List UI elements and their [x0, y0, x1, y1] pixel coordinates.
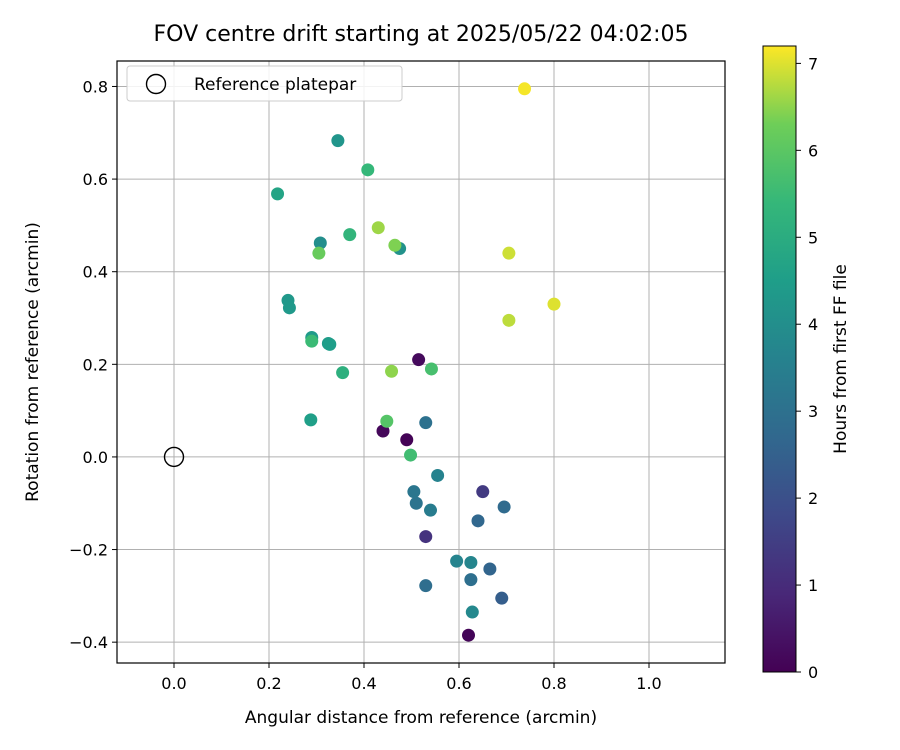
scatter-point [502, 313, 516, 327]
reference-point [163, 446, 185, 468]
scatter-point [518, 82, 532, 96]
scatter-point [361, 163, 375, 177]
scatter-point [385, 364, 399, 378]
scatter-point [419, 579, 433, 593]
scatter-point [431, 468, 445, 482]
scatter-point [465, 605, 479, 619]
colorbar-gradient [762, 45, 797, 673]
x-tick-label: 0.4 [351, 674, 376, 693]
colorbar-ticks: 0 1 2 3 4 5 6 7 [796, 54, 818, 682]
colorbar: 0 1 2 3 4 5 6 7 Hours from first FF file [762, 45, 851, 682]
scatter-point [464, 573, 478, 587]
colorbar-tick-label: 0 [808, 663, 818, 682]
scatter-point [313, 236, 327, 250]
scatter-point [419, 530, 433, 544]
scatter-point [450, 554, 464, 568]
y-tick-label: 0.4 [83, 263, 108, 282]
colorbar-tick-label: 4 [808, 315, 818, 334]
chart-title: FOV centre drift starting at 2025/05/22 … [154, 22, 689, 47]
scatter-point [271, 187, 285, 201]
grid-lines [117, 61, 725, 663]
y-tick-label: 0.2 [83, 355, 108, 374]
x-tick-label: 0.8 [541, 674, 566, 693]
scatter-point [419, 416, 433, 430]
scatter-point [502, 246, 516, 260]
scatter-point [412, 353, 426, 367]
colorbar-label: Hours from first FF file [831, 264, 851, 454]
scatter-point [404, 448, 418, 462]
x-tick-label: 1.0 [636, 674, 661, 693]
colorbar-tick-label: 5 [808, 228, 818, 247]
scatter-point [336, 366, 350, 380]
scatter-point [495, 591, 509, 605]
scatter-point [371, 221, 385, 235]
scatter-point [471, 514, 485, 528]
colorbar-tick-label: 2 [808, 489, 818, 508]
legend-label-reference: Reference platepar [194, 75, 356, 95]
plot-frame [116, 60, 726, 664]
y-tick-label: −0.2 [69, 541, 108, 560]
colorbar-tick-label: 3 [808, 402, 818, 421]
x-tick-label: 0.0 [161, 674, 186, 693]
legend-box [126, 65, 403, 102]
colorbar-tick-label: 6 [808, 141, 818, 160]
scatter-point [476, 485, 490, 499]
scatter-point [323, 337, 337, 351]
y-axis-ticks: −0.4 −0.2 0.0 0.2 0.4 0.6 0.8 [69, 77, 117, 652]
scatter-point [483, 562, 497, 576]
x-tick-label: 0.6 [446, 674, 471, 693]
scatter-point [343, 228, 357, 242]
x-axis-ticks: 0.0 0.2 0.4 0.6 0.8 1.0 [161, 663, 662, 693]
scatter-point [400, 433, 414, 447]
data-points [163, 82, 561, 642]
x-axis-label: Angular distance from reference (arcmin) [245, 708, 597, 728]
scatter-point [305, 334, 319, 348]
scatter-point [304, 413, 318, 427]
legend: Reference platepar [126, 65, 403, 102]
scatter-point [547, 297, 561, 311]
scatter-point [497, 500, 511, 514]
colorbar-tick-label: 1 [808, 576, 818, 595]
scatter-point [282, 301, 296, 315]
scatter-point [388, 238, 402, 252]
scatter-point [380, 414, 394, 428]
y-tick-label: −0.4 [69, 633, 108, 652]
x-tick-label: 0.2 [256, 674, 281, 693]
scatter-point [407, 485, 421, 499]
scatter-point [424, 503, 437, 517]
y-tick-label: 0.6 [83, 170, 108, 189]
colorbar-tick-label: 7 [808, 54, 818, 73]
scatter-point [331, 134, 345, 148]
y-tick-label: 0.8 [83, 77, 108, 96]
scatter-point [409, 496, 423, 510]
scatter-point [424, 362, 438, 376]
y-axis-label: Rotation from reference (arcmin) [23, 222, 43, 502]
scatter-point [462, 628, 475, 642]
scatter-point [312, 246, 326, 260]
y-tick-label: 0.0 [83, 448, 108, 467]
legend-marker-reference [145, 73, 167, 95]
scatter-point [464, 556, 478, 570]
